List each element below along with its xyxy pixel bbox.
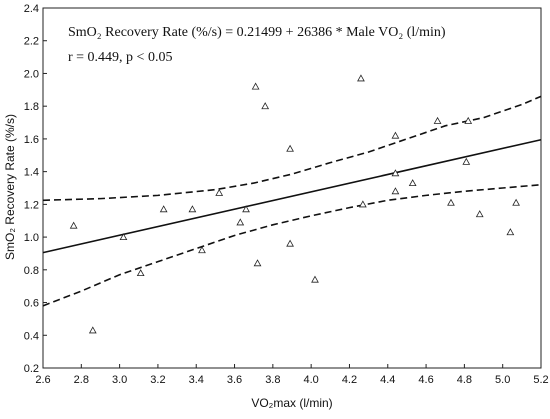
- x-axis-ticks: 2.6 2.8 3.0 3.2 3.4 3.6 3.8 4.0 4.2 4.4 4.6 4.8 5.0 5…: [35, 364, 549, 386]
- x-tick-label: 2.6: [35, 374, 50, 386]
- data-point: [236, 218, 245, 226]
- x-tick-label: 3.6: [227, 374, 242, 386]
- data-point: [188, 205, 197, 213]
- data-point: [253, 259, 262, 267]
- data-point: [261, 102, 270, 110]
- x-tick-label: 3.0: [112, 374, 127, 386]
- data-points: [69, 74, 520, 334]
- data-point: [357, 74, 365, 82]
- data-point: [464, 116, 473, 124]
- x-axis-label: VO₂max (l/min): [251, 396, 332, 410]
- y-axis-ticks: 0.2 0.4 0.6 0.8 1.0 1.2 1.4 1.6 1.8 2.0 2.2 2.4: [24, 3, 47, 375]
- data-point: [408, 179, 417, 187]
- data-point: [447, 198, 455, 206]
- plot-frame: [42, 7, 542, 369]
- data-point: [462, 157, 471, 165]
- y-tick-label: 1.8: [24, 101, 39, 113]
- y-tick-label: 2.4: [24, 3, 39, 15]
- x-tick-label: 4.2: [342, 374, 357, 386]
- data-point: [88, 326, 97, 334]
- data-point: [159, 205, 168, 213]
- y-tick-label: 0.4: [24, 330, 39, 342]
- y-tick-label: 1.4: [24, 167, 39, 179]
- data-point: [358, 200, 367, 208]
- data-point: [391, 187, 400, 195]
- correlation-stats: r = 0.449, p < 0.05: [68, 50, 172, 65]
- x-tick-label: 4.0: [304, 374, 319, 386]
- x-tick-label: 5.2: [533, 374, 548, 386]
- data-point: [136, 269, 145, 277]
- regression-line: [42, 138, 542, 254]
- y-tick-label: 1.0: [24, 232, 39, 244]
- x-tick-label: 4.6: [418, 374, 433, 386]
- data-point: [286, 144, 294, 152]
- x-tick-label: 4.4: [380, 374, 395, 386]
- data-point: [119, 233, 128, 241]
- confidence-bands: [42, 95, 542, 307]
- x-tick-label: 4.8: [457, 374, 472, 386]
- y-tick-label: 0.8: [24, 265, 39, 277]
- x-tick-label: 3.8: [265, 374, 280, 386]
- y-tick-label: 1.2: [24, 199, 39, 211]
- data-point: [286, 239, 294, 247]
- x-tick-label: 2.8: [74, 374, 89, 386]
- data-point: [475, 210, 484, 218]
- y-tick-label: 1.6: [24, 134, 39, 146]
- data-point: [311, 275, 319, 283]
- data-point: [198, 246, 206, 254]
- y-tick-label: 0.6: [24, 298, 39, 310]
- regression-equation: SmO₂ Recovery Rate (%/s) = 0.21499 + 263…: [68, 25, 446, 40]
- y-axis-label: SmO₂ Recovery Rate (%/s): [3, 114, 17, 260]
- data-point: [512, 198, 520, 206]
- ci-lower-line: [42, 183, 542, 307]
- data-point: [506, 228, 515, 236]
- data-point: [215, 188, 224, 196]
- ci-upper-line: [42, 95, 542, 202]
- data-point: [433, 116, 442, 124]
- regression-group: [42, 138, 542, 254]
- y-tick-label: 2.0: [24, 68, 39, 80]
- data-point: [391, 169, 400, 177]
- y-tick-label: 0.2: [24, 363, 39, 375]
- data-point: [69, 221, 78, 229]
- data-point: [391, 131, 400, 139]
- y-tick-label: 2.2: [24, 36, 39, 48]
- x-tick-label: 3.2: [150, 374, 165, 386]
- data-point: [251, 82, 260, 90]
- x-tick-label: 5.0: [495, 374, 510, 386]
- x-tick-label: 3.4: [189, 374, 204, 386]
- data-point: [242, 205, 250, 213]
